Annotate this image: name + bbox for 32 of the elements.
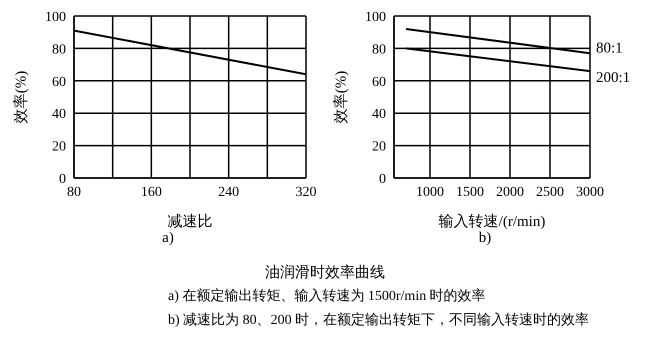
series-label: 200:1	[596, 70, 630, 86]
x-tick-label: 3000	[576, 184, 604, 200]
x-tick-label: 1000	[416, 184, 444, 200]
y-tick-label: 100	[45, 10, 66, 25]
x-axis-title: 减速比	[168, 213, 212, 230]
y-axis-title: 效率(%)	[332, 70, 350, 124]
series-label: 80:1	[596, 40, 623, 56]
y-axis-title: 效率(%)	[12, 70, 30, 124]
y-tick-label: 100	[365, 10, 386, 25]
x-tick-label: 240	[218, 184, 240, 200]
y-tick-label: 40	[372, 107, 386, 122]
x-tick-label: 80	[67, 184, 81, 200]
text: a) 在额定输出转矩、输入转速为 1500r/min 时的效率	[167, 287, 487, 306]
x-axis-title: 输入转速/(r/min)	[438, 213, 546, 230]
y-tick-label: 80	[52, 42, 66, 58]
x-tick-label: 2000	[496, 184, 524, 200]
text: b) 减速比为 80、200 时，在额定输出转矩下，不同输入转速时的效率	[167, 311, 590, 330]
text: a)	[162, 230, 174, 247]
y-tick-label: 0	[59, 172, 66, 187]
y-tick-label: 60	[372, 74, 386, 90]
y-tick-label: 80	[372, 42, 386, 58]
y-tick-label: 60	[52, 74, 66, 90]
text: b)	[478, 230, 492, 247]
y-tick-label: 40	[52, 107, 66, 122]
x-tick-label: 320	[296, 184, 316, 200]
x-tick-label: 160	[140, 184, 162, 200]
x-tick-label: 1500	[456, 184, 484, 200]
y-tick-label: 0	[379, 172, 386, 187]
x-tick-label: 2500	[536, 184, 564, 200]
y-tick-label: 20	[52, 140, 66, 155]
text: 油润滑时效率曲线	[264, 263, 386, 283]
y-tick-label: 20	[372, 140, 386, 155]
